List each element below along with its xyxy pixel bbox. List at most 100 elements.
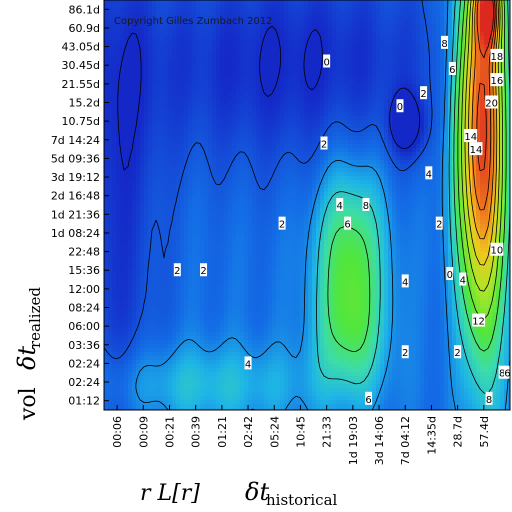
- heat-cell: [428, 72, 433, 77]
- heat-cell: [408, 96, 413, 101]
- heat-cell: [172, 128, 177, 133]
- heat-cell: [416, 12, 421, 17]
- heat-cell: [436, 108, 441, 113]
- heat-cell: [284, 8, 289, 13]
- heat-cell: [136, 12, 141, 17]
- heat-cell: [288, 60, 293, 65]
- heat-cell: [112, 100, 117, 105]
- heat-cell: [348, 20, 353, 25]
- heat-cell: [396, 8, 401, 13]
- heat-cell: [352, 148, 357, 153]
- heat-cell: [308, 0, 313, 5]
- heat-cell: [388, 72, 393, 77]
- heat-cell: [308, 168, 313, 173]
- heat-cell: [172, 72, 177, 77]
- heat-cell: [304, 132, 309, 137]
- heat-cell: [160, 88, 165, 93]
- heat-cell: [208, 88, 213, 93]
- heat-cell: [496, 144, 501, 149]
- heat-cell: [272, 128, 277, 133]
- heat-cell: [136, 28, 141, 33]
- heat-cell: [192, 160, 197, 165]
- heat-cell: [444, 144, 449, 149]
- heat-cell: [392, 8, 397, 13]
- heat-cell: [112, 116, 117, 121]
- heat-cell: [244, 192, 249, 197]
- heat-cell: [380, 164, 385, 169]
- heat-cell: [484, 152, 489, 157]
- heat-cell: [112, 120, 117, 125]
- heat-cell: [272, 104, 277, 109]
- heat-cell: [484, 156, 489, 161]
- heat-cell: [332, 180, 337, 185]
- heat-cell: [344, 4, 349, 9]
- heat-cell: [288, 148, 293, 153]
- heat-cell: [432, 76, 437, 81]
- heat-cell: [112, 76, 117, 81]
- heat-cell: [272, 124, 277, 129]
- heat-cell: [164, 32, 169, 37]
- heat-cell: [200, 0, 205, 5]
- heat-cell: [316, 80, 321, 85]
- heat-cell: [212, 192, 217, 197]
- heat-cell: [272, 144, 277, 149]
- heat-cell: [284, 124, 289, 129]
- heat-cell: [132, 116, 137, 121]
- heat-cell: [436, 68, 441, 73]
- heat-cell: [404, 192, 409, 197]
- heat-cell: [476, 44, 481, 49]
- heat-cell: [116, 128, 121, 133]
- heat-cell: [144, 172, 149, 177]
- heat-cell: [412, 0, 417, 5]
- heat-cell: [324, 84, 329, 89]
- heat-cell: [160, 164, 165, 169]
- heat-cell: [508, 188, 510, 193]
- heat-cell: [244, 124, 249, 129]
- heat-cell: [136, 20, 141, 25]
- heat-cell: [144, 60, 149, 65]
- heat-cell: [252, 100, 257, 105]
- heat-cell: [116, 172, 121, 177]
- heat-cell: [320, 112, 325, 117]
- heat-cell: [492, 188, 497, 193]
- heat-cell: [312, 16, 317, 21]
- heat-cell: [372, 60, 377, 65]
- heat-cell: [264, 40, 269, 45]
- heat-cell: [268, 148, 273, 153]
- heat-cell: [204, 184, 209, 189]
- heat-cell: [260, 60, 265, 65]
- heat-cell: [104, 56, 109, 61]
- heat-cell: [348, 24, 353, 29]
- heat-cell: [244, 76, 249, 81]
- heat-cell: [332, 88, 337, 93]
- heat-cell: [168, 108, 173, 113]
- heat-cell: [264, 92, 269, 97]
- heat-cell: [188, 120, 193, 125]
- heat-cell: [316, 52, 321, 57]
- heat-cell: [400, 20, 405, 25]
- heat-cell: [296, 136, 301, 141]
- heat-cell: [312, 160, 317, 165]
- heat-cell: [336, 124, 341, 129]
- heat-cell: [404, 20, 409, 25]
- heat-cell: [360, 152, 365, 157]
- heat-cell: [116, 68, 121, 73]
- heat-cell: [256, 20, 261, 25]
- heat-cell: [196, 0, 201, 5]
- heat-cell: [504, 48, 509, 53]
- heat-cell: [224, 184, 229, 189]
- heat-cell: [420, 52, 425, 57]
- heat-cell: [384, 32, 389, 37]
- heat-cell: [300, 124, 305, 129]
- heat-cell: [396, 0, 401, 5]
- heat-cell: [420, 64, 425, 69]
- heat-cell: [332, 132, 337, 137]
- heat-cell: [464, 96, 469, 101]
- heat-cell: [216, 116, 221, 121]
- heat-cell: [388, 92, 393, 97]
- heat-cell: [280, 76, 285, 81]
- heat-cell: [380, 8, 385, 13]
- heat-cell: [284, 20, 289, 25]
- heat-cell: [372, 0, 377, 5]
- heat-cell: [368, 148, 373, 153]
